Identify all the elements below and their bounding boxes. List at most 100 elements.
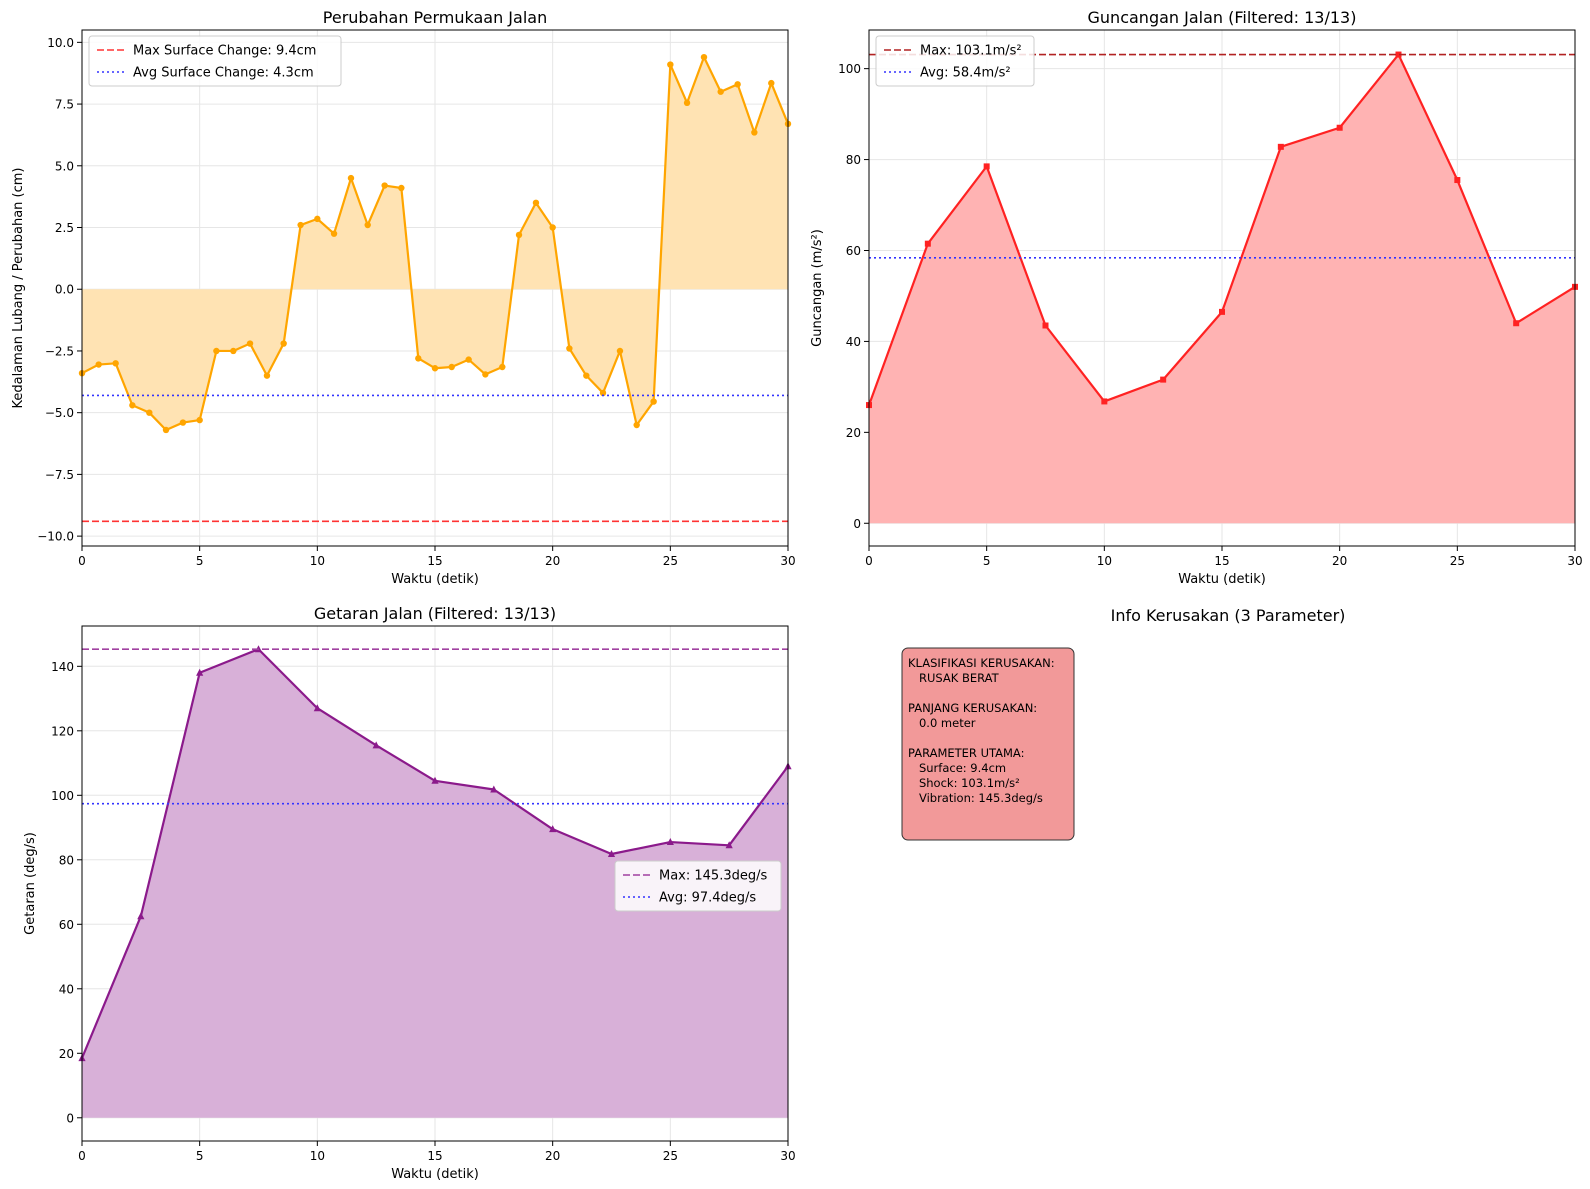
data-point bbox=[1513, 320, 1520, 327]
x-tick-label: 15 bbox=[427, 554, 442, 568]
x-axis-label: Waktu (detik) bbox=[391, 1167, 479, 1182]
data-point bbox=[448, 363, 455, 371]
data-point bbox=[314, 215, 321, 223]
data-point bbox=[297, 221, 304, 229]
info-box bbox=[901, 647, 1075, 841]
data-point bbox=[499, 363, 506, 371]
legend-entry: Avg: 58.4m/s² bbox=[920, 66, 1011, 81]
info-line: PARAMETER UTAMA: bbox=[908, 746, 1024, 760]
data-point bbox=[583, 372, 590, 379]
y-tick-label: −7.5 bbox=[45, 468, 74, 482]
data-point bbox=[924, 240, 931, 247]
y-tick-label: 0 bbox=[853, 517, 861, 531]
vibration-chart: 0 5 10 15 20 25 30 0 20 40 60 80 100 120 140 Getaran Ja… bbox=[23, 604, 796, 1182]
data-point bbox=[607, 849, 616, 857]
legend-box bbox=[614, 860, 782, 912]
data-point bbox=[465, 356, 472, 363]
data-point bbox=[364, 221, 371, 229]
x-tick-label: 5 bbox=[196, 1149, 204, 1163]
data-point bbox=[633, 421, 640, 429]
data-point bbox=[381, 182, 388, 189]
x-tick-label: 30 bbox=[780, 554, 795, 568]
y-tick-label: 40 bbox=[59, 982, 74, 996]
x-tick-label: 25 bbox=[663, 554, 678, 568]
data-point bbox=[650, 398, 657, 405]
data-point bbox=[616, 347, 624, 355]
data-point bbox=[431, 776, 439, 784]
area-fill bbox=[869, 54, 1575, 524]
data-point bbox=[566, 345, 573, 352]
data-point bbox=[137, 912, 145, 920]
data-point bbox=[347, 174, 355, 182]
y-tick-label: 100 bbox=[838, 62, 861, 76]
shock-chart: 0 5 10 15 20 25 30 0 20 40 60 80 100 Guncangan Jalan … bbox=[810, 8, 1583, 587]
data-point bbox=[1042, 322, 1049, 329]
y-tick-label: 2.5 bbox=[55, 221, 74, 235]
y-axis-label: Guncangan (m/s²) bbox=[810, 229, 825, 347]
y-tick-label: 100 bbox=[51, 789, 74, 803]
data-point bbox=[667, 61, 674, 68]
y-tick-label: 40 bbox=[846, 335, 861, 349]
info-line: PANJANG KERUSAKAN: bbox=[908, 701, 1037, 715]
legend: Max Surface Change: 9.4cm Avg Surface Cha… bbox=[88, 35, 342, 87]
data-point bbox=[162, 426, 170, 434]
x-axis-label: Waktu (detik) bbox=[1178, 572, 1266, 587]
data-point bbox=[1336, 124, 1343, 131]
data-point bbox=[532, 199, 540, 207]
info-line: Surface: 9.4cm bbox=[908, 761, 1006, 775]
data-point bbox=[1454, 177, 1461, 184]
y-axis-label: Getaran (deg/s) bbox=[23, 832, 38, 935]
data-point bbox=[246, 340, 254, 347]
data-point bbox=[1277, 143, 1284, 150]
info-line: Vibration: 145.3deg/s bbox=[908, 791, 1043, 805]
x-tick-label: 15 bbox=[1214, 554, 1229, 568]
legend-box bbox=[875, 35, 1035, 87]
data-point bbox=[717, 88, 724, 95]
y-tick-label: 20 bbox=[59, 1047, 74, 1061]
x-tick-label: 0 bbox=[78, 1149, 86, 1163]
y-tick-label: 0.0 bbox=[55, 283, 74, 297]
data-point bbox=[683, 99, 691, 107]
legend-entry: Avg Surface Change: 4.3cm bbox=[133, 66, 314, 81]
x-tick-label: 10 bbox=[310, 554, 325, 568]
data-point bbox=[213, 347, 220, 355]
x-tick-label: 10 bbox=[1097, 554, 1112, 568]
info-line: Shock: 103.1m/s² bbox=[908, 776, 1020, 790]
data-point bbox=[734, 81, 741, 88]
y-tick-label: 5.0 bbox=[55, 159, 74, 173]
data-point bbox=[313, 704, 321, 712]
legend-entry: Max: 103.1m/s² bbox=[920, 44, 1022, 59]
x-tick-label: 15 bbox=[427, 1149, 442, 1163]
y-tick-label: 60 bbox=[846, 244, 861, 258]
y-tick-label: 7.5 bbox=[55, 98, 74, 112]
data-point bbox=[725, 841, 733, 849]
data-point bbox=[515, 231, 523, 239]
data-point bbox=[490, 785, 498, 793]
legend-entry: Max: 145.3deg/s bbox=[659, 869, 767, 884]
x-tick-label: 20 bbox=[545, 1149, 560, 1163]
data-point bbox=[196, 416, 203, 424]
x-tick-label: 10 bbox=[310, 1149, 325, 1163]
y-tick-label: 120 bbox=[51, 724, 74, 738]
area-fill bbox=[82, 57, 788, 430]
y-tick-label: 140 bbox=[51, 660, 74, 674]
y-tick-label: 80 bbox=[846, 153, 861, 167]
data-point bbox=[700, 53, 708, 61]
data-point bbox=[599, 389, 607, 397]
chart-title: Perubahan Permukaan Jalan bbox=[323, 8, 547, 27]
data-point bbox=[179, 419, 187, 426]
x-tick-label: 30 bbox=[1567, 554, 1582, 568]
y-tick-label: −10.0 bbox=[37, 530, 74, 544]
data-point bbox=[263, 372, 271, 379]
y-tick-label: 0 bbox=[66, 1111, 74, 1125]
info-line: KLASIFIKASI KERUSAKAN: bbox=[908, 656, 1055, 670]
data-point bbox=[129, 402, 136, 409]
data-point bbox=[1219, 308, 1225, 315]
x-tick-label: 20 bbox=[1332, 554, 1347, 568]
legend-entry: Avg: 97.4deg/s bbox=[659, 891, 756, 906]
x-tick-label: 0 bbox=[78, 554, 86, 568]
y-tick-label: 20 bbox=[846, 426, 861, 440]
area-fill bbox=[82, 649, 788, 1118]
data-point bbox=[549, 224, 556, 231]
x-axis-label: Waktu (detik) bbox=[391, 572, 479, 587]
